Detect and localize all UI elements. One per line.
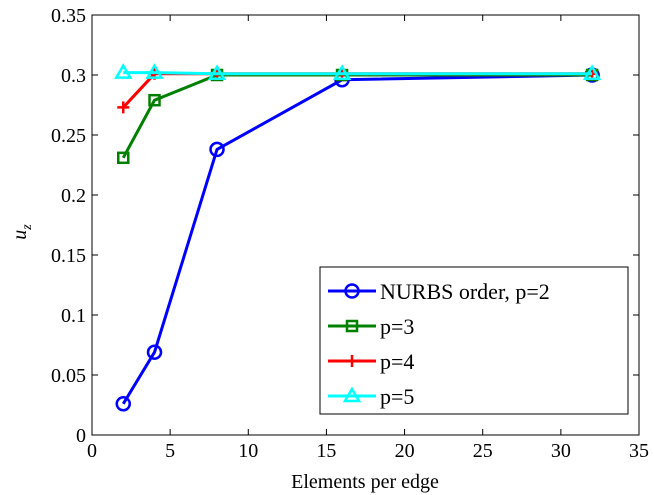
y-tick-label: 0.25 [51, 125, 86, 147]
y-tick-label: 0.15 [51, 245, 86, 267]
legend-entry: p=3 [328, 314, 414, 339]
y-tick-label: 0.35 [51, 5, 86, 27]
legend-entry: p=5 [328, 384, 414, 409]
data-point-triangle [582, 64, 602, 81]
legend-marker [346, 355, 358, 367]
svg-text:uz: uz [9, 224, 35, 240]
legend-marker [344, 283, 360, 299]
data-point-circle [209, 141, 225, 158]
x-tick-label: 30 [551, 440, 571, 462]
axis-ticks: 0 5 10 15 20 25 30 35 0 0.05 0.1 0.15 0.2 0.25 0.3 0.35 [51, 5, 649, 462]
x-tick-label: 20 [395, 440, 415, 462]
series-4 [114, 63, 602, 81]
legend-entry: NURBS order, p=2 [328, 279, 550, 304]
y-tick-label: 0.2 [61, 185, 86, 207]
y-tick-label: 0 [76, 425, 86, 447]
y-axis-label-subscript: z [20, 224, 35, 231]
data-point-circle [115, 396, 132, 412]
y-axis-label-main: u [9, 230, 31, 240]
legend-marker [342, 386, 362, 403]
y-axis-label: uz [9, 224, 35, 240]
x-tick-label: 10 [238, 440, 258, 462]
x-tick-label: 35 [629, 440, 649, 462]
legend-entry: p=4 [328, 349, 414, 374]
legend-label: p=5 [380, 384, 414, 409]
x-tick-label: 0 [87, 440, 97, 462]
x-axis-label: Elements per edge [291, 471, 439, 493]
data-point-triangle [332, 64, 352, 81]
legend: NURBS order, p=2 p=3 p=4 p=5 [319, 266, 629, 415]
series-layer [114, 63, 602, 412]
series-line [121, 73, 593, 405]
y-tick-label: 0.3 [61, 65, 86, 87]
x-tick-label: 25 [473, 440, 493, 462]
data-point-triangle [114, 63, 133, 79]
y-tick-label: 0.1 [61, 305, 86, 327]
legend-label: NURBS order, p=2 [380, 279, 550, 304]
legend-marker [345, 319, 359, 333]
legend-label: p=3 [380, 314, 414, 339]
x-tick-label: 5 [165, 440, 175, 462]
series-line [123, 71, 593, 76]
legend-label: p=4 [380, 349, 414, 374]
y-tick-label: 0.05 [51, 365, 86, 387]
x-tick-label: 15 [316, 440, 336, 462]
data-point-triangle [145, 63, 164, 79]
data-point-square [117, 151, 130, 165]
data-point-plus [117, 101, 130, 114]
data-point-triangle [207, 64, 227, 81]
data-point-circle [146, 344, 163, 360]
data-point-square [148, 93, 161, 107]
